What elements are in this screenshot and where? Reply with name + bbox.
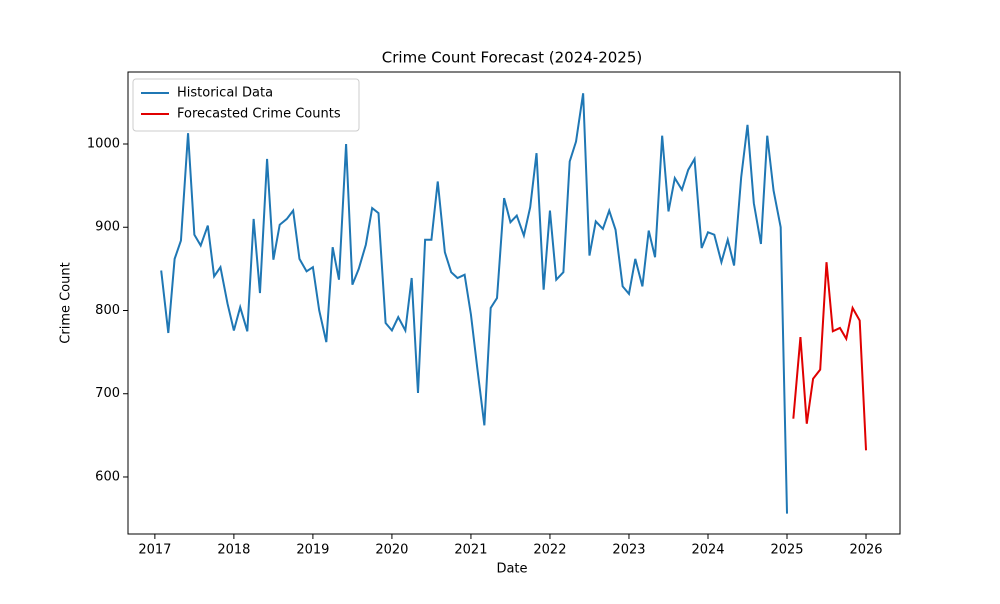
legend-label: Forecasted Crime Counts <box>177 107 341 122</box>
legend-label: Historical Data <box>177 86 273 101</box>
x-tick-label: 2024 <box>691 543 724 558</box>
plot-frame <box>127 71 901 535</box>
legend-box <box>132 78 360 132</box>
y-tick-label: 1000 <box>87 137 120 152</box>
y-axis-label: Crime Count <box>59 262 74 343</box>
x-tick-label: 2021 <box>454 543 487 558</box>
y-tick-label: 900 <box>95 220 120 235</box>
y-tick-label: 700 <box>95 386 120 401</box>
x-tick-label: 2022 <box>533 543 566 558</box>
x-tick-label: 2025 <box>770 543 803 558</box>
x-tick-label: 2018 <box>217 543 250 558</box>
x-tick-label: 2020 <box>375 543 408 558</box>
x-tick-label: 2026 <box>849 543 882 558</box>
chart-title: Crime Count Forecast (2024-2025) <box>382 49 642 67</box>
data-line <box>160 93 789 514</box>
y-tick-label: 800 <box>95 303 120 318</box>
x-tick-label: 2017 <box>138 543 171 558</box>
y-tick-label: 600 <box>95 469 120 484</box>
legend: Historical Data Forecasted Crime Counts <box>132 78 360 132</box>
x-tick-label: 2019 <box>296 543 329 558</box>
data-line <box>792 262 868 451</box>
x-tick-label: 2023 <box>612 543 645 558</box>
x-axis-label: Date <box>496 562 527 577</box>
